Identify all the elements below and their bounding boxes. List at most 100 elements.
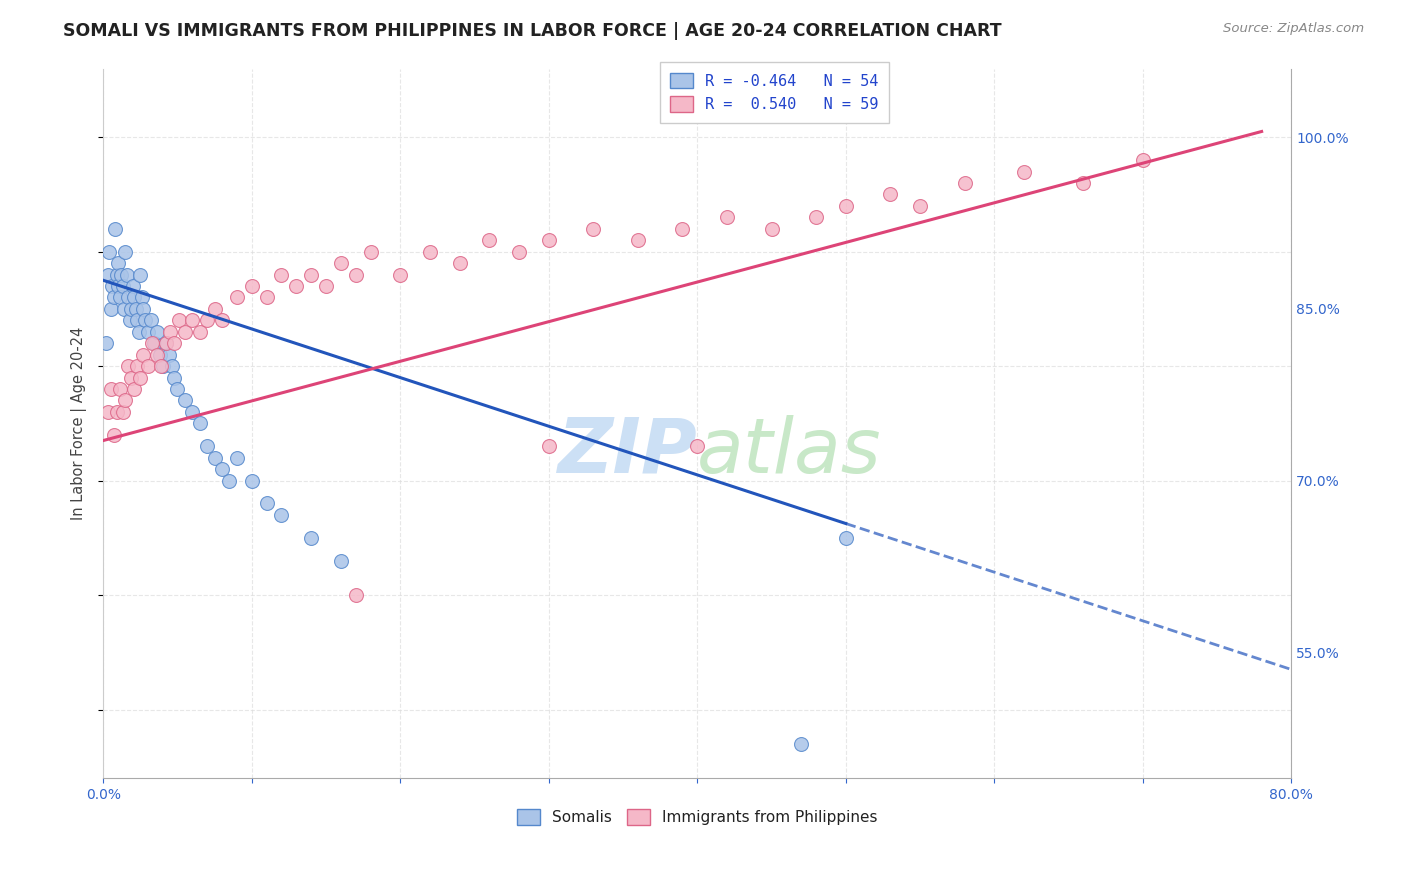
Point <box>111 405 134 419</box>
Point <box>155 336 177 351</box>
Point <box>285 279 308 293</box>
Point <box>127 313 149 327</box>
Point <box>1012 164 1035 178</box>
Point <box>315 279 337 293</box>
Point <box>256 290 278 304</box>
Point <box>132 348 155 362</box>
Point <box>97 268 120 282</box>
Point <box>101 279 124 293</box>
Point <box>150 359 173 373</box>
Point <box>181 405 204 419</box>
Point <box>110 268 132 282</box>
Point <box>188 325 211 339</box>
Point <box>1132 153 1154 167</box>
Point <box>419 244 441 259</box>
Point <box>127 359 149 373</box>
Point <box>117 290 139 304</box>
Point <box>329 256 352 270</box>
Point <box>159 325 181 339</box>
Point <box>240 474 263 488</box>
Point <box>270 268 292 282</box>
Point <box>478 233 501 247</box>
Point <box>167 313 190 327</box>
Point <box>835 199 858 213</box>
Point <box>537 233 560 247</box>
Point <box>104 221 127 235</box>
Point <box>129 370 152 384</box>
Point <box>181 313 204 327</box>
Point <box>117 359 139 373</box>
Point <box>128 325 150 339</box>
Point <box>145 325 167 339</box>
Point <box>174 325 197 339</box>
Point <box>204 450 226 465</box>
Point <box>256 496 278 510</box>
Point <box>174 393 197 408</box>
Point <box>389 268 412 282</box>
Point <box>139 313 162 327</box>
Legend: Somalis, Immigrants from Philippines: Somalis, Immigrants from Philippines <box>508 800 887 834</box>
Point <box>131 290 153 304</box>
Point <box>582 221 605 235</box>
Point <box>225 450 247 465</box>
Point <box>716 211 738 225</box>
Point <box>115 268 138 282</box>
Y-axis label: In Labor Force | Age 20-24: In Labor Force | Age 20-24 <box>72 326 87 520</box>
Point <box>125 301 148 316</box>
Point <box>141 336 163 351</box>
Point <box>108 290 131 304</box>
Point <box>97 405 120 419</box>
Point <box>908 199 931 213</box>
Point <box>108 382 131 396</box>
Point <box>344 268 367 282</box>
Point <box>98 244 121 259</box>
Point <box>835 531 858 545</box>
Point <box>120 370 142 384</box>
Point <box>124 290 146 304</box>
Point <box>1073 176 1095 190</box>
Point <box>270 508 292 522</box>
Point <box>155 336 177 351</box>
Point <box>134 313 156 327</box>
Point <box>132 301 155 316</box>
Point <box>299 531 322 545</box>
Text: atlas: atlas <box>697 415 882 489</box>
Point <box>112 301 135 316</box>
Point <box>627 233 650 247</box>
Point <box>163 336 186 351</box>
Point <box>195 313 218 327</box>
Point <box>124 382 146 396</box>
Point <box>100 382 122 396</box>
Point <box>761 221 783 235</box>
Point <box>953 176 976 190</box>
Point <box>204 301 226 316</box>
Point <box>329 554 352 568</box>
Point <box>136 359 159 373</box>
Point <box>136 325 159 339</box>
Point <box>114 393 136 408</box>
Text: ZIP: ZIP <box>558 415 697 489</box>
Text: Source: ZipAtlas.com: Source: ZipAtlas.com <box>1223 22 1364 36</box>
Point <box>211 462 233 476</box>
Point <box>107 279 129 293</box>
Point <box>879 187 901 202</box>
Point <box>537 439 560 453</box>
Point <box>107 256 129 270</box>
Point <box>111 279 134 293</box>
Point <box>142 336 165 351</box>
Point <box>103 427 125 442</box>
Point <box>157 348 180 362</box>
Point <box>122 279 145 293</box>
Point <box>790 737 813 751</box>
Text: SOMALI VS IMMIGRANTS FROM PHILIPPINES IN LABOR FORCE | AGE 20-24 CORRELATION CHA: SOMALI VS IMMIGRANTS FROM PHILIPPINES IN… <box>63 22 1002 40</box>
Point <box>105 268 128 282</box>
Point <box>103 290 125 304</box>
Point <box>105 405 128 419</box>
Point <box>163 370 186 384</box>
Point <box>449 256 471 270</box>
Point <box>508 244 530 259</box>
Point <box>671 221 693 235</box>
Point <box>195 439 218 453</box>
Point <box>240 279 263 293</box>
Point <box>118 313 141 327</box>
